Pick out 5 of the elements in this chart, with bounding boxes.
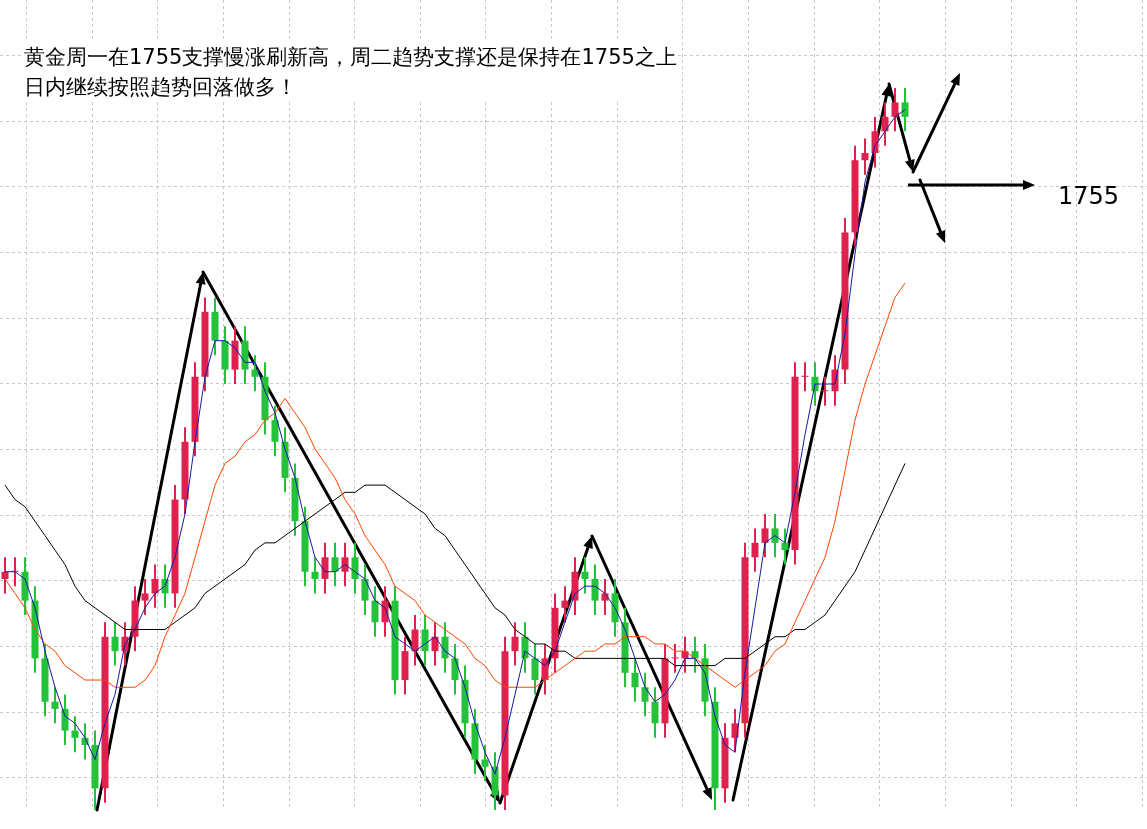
candlestick [801, 362, 809, 392]
text: 1755 [1058, 182, 1120, 210]
candlestick [821, 376, 829, 406]
chart-title: 黄金周一在1755支撑慢涨刷新高，周二趋势支撑还是保持在1755之上 [24, 44, 677, 71]
chart-subtitle: 日内继续按照趋势回落做多！ [24, 74, 298, 101]
